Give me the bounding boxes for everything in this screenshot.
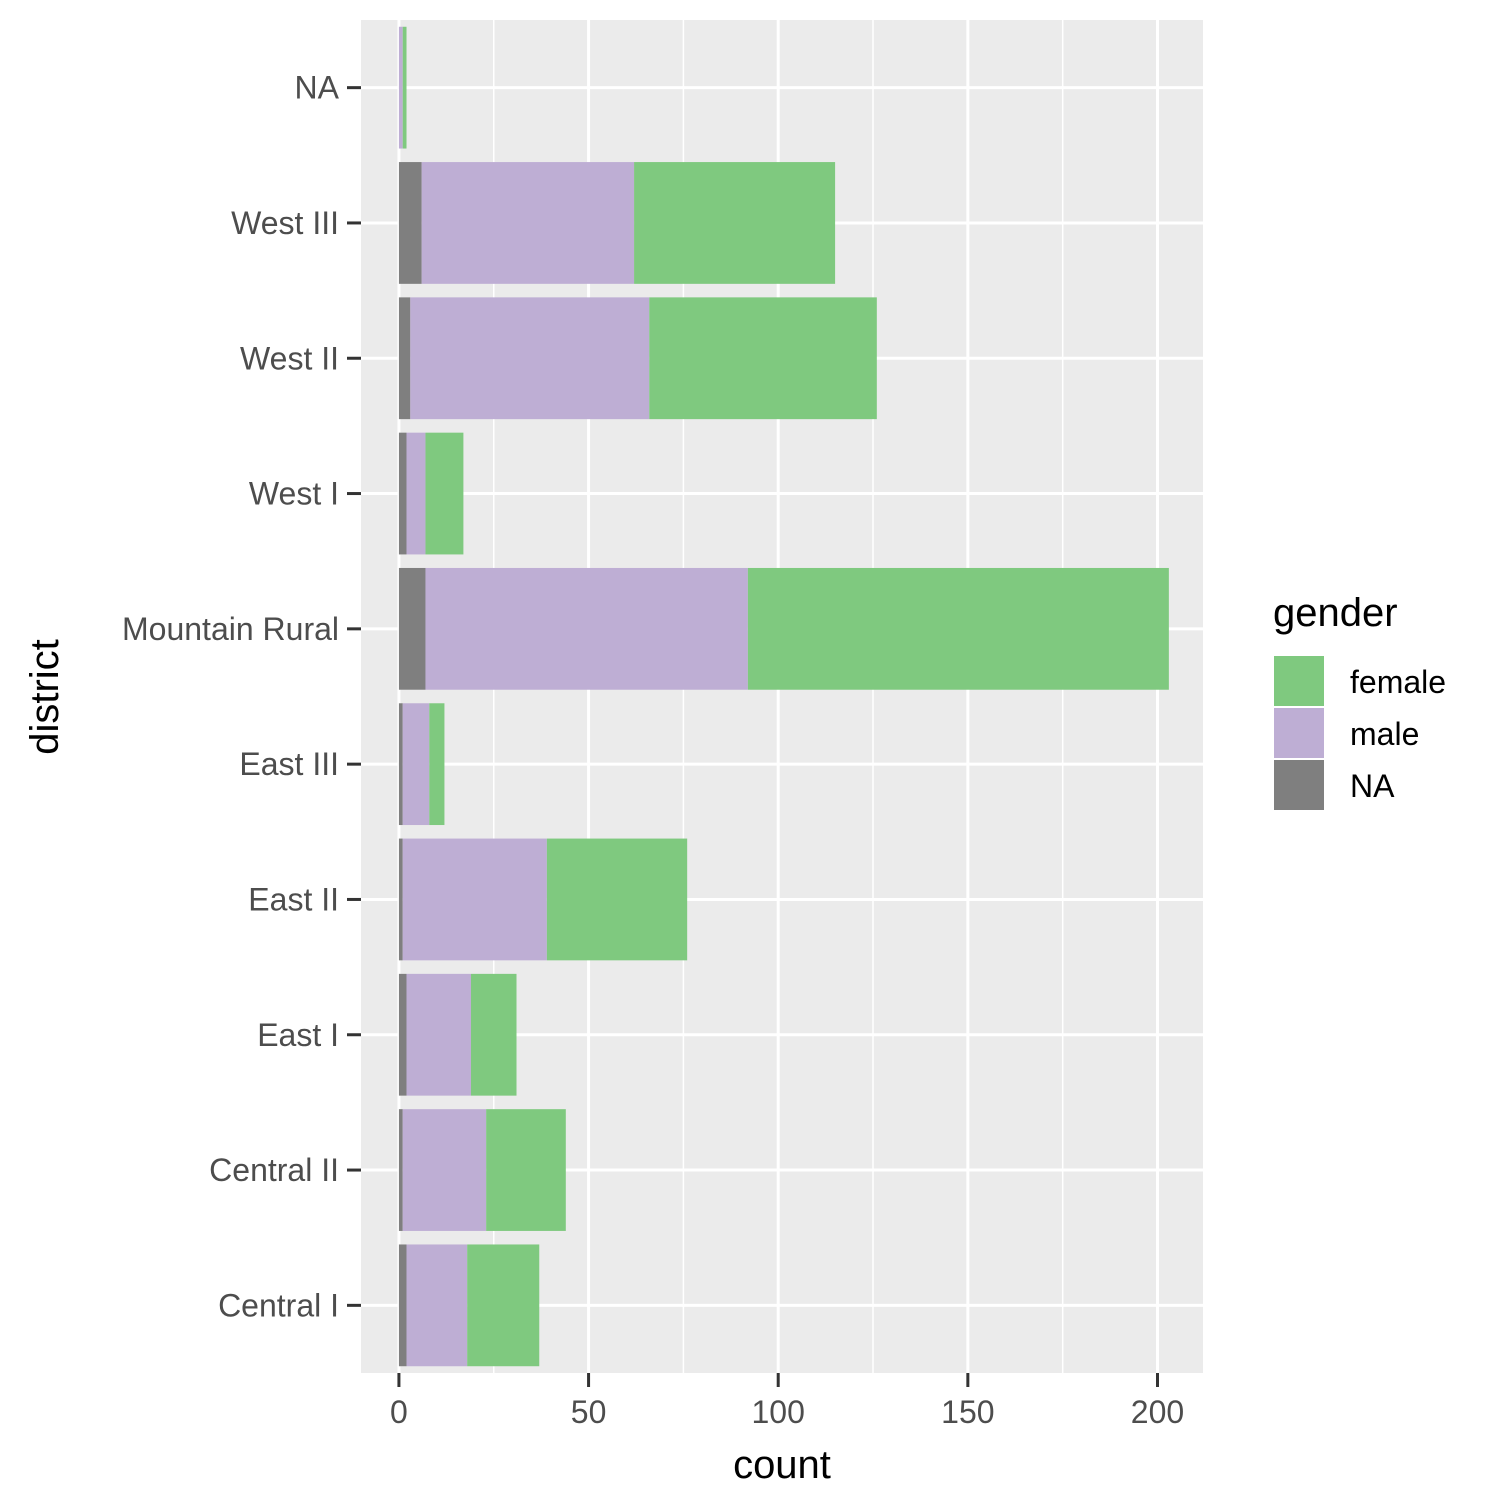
bar-segment xyxy=(470,973,517,1096)
legend-key xyxy=(1274,656,1324,706)
x-tick-label: 50 xyxy=(571,1394,607,1430)
y-tick-label: Central II xyxy=(209,1152,339,1188)
bar-segment xyxy=(398,162,422,284)
y-tick-label: West III xyxy=(231,205,339,241)
bar-segment xyxy=(747,567,1169,690)
bar-segment xyxy=(634,162,836,284)
x-tick-label: 100 xyxy=(752,1394,805,1430)
bar-segment xyxy=(425,432,464,555)
y-tick-label: West II xyxy=(240,340,339,376)
y-axis-title: district xyxy=(23,639,67,755)
bar-segment xyxy=(467,1244,540,1367)
legend: gender female male NA xyxy=(1273,591,1446,810)
bar-segment xyxy=(398,432,407,555)
x-tick-label: 0 xyxy=(390,1394,408,1430)
bar-segment xyxy=(406,973,471,1096)
legend-label: male xyxy=(1350,716,1419,752)
bar-segment xyxy=(406,1244,468,1367)
bar-segment xyxy=(402,703,430,826)
bar-segment xyxy=(425,567,748,690)
bar-segment xyxy=(398,703,403,826)
y-tick-label: East I xyxy=(257,1017,339,1053)
y-tick-label: Central I xyxy=(218,1287,339,1323)
legend-label: female xyxy=(1350,664,1446,700)
bar-segment xyxy=(406,432,426,555)
x-axis-title: count xyxy=(733,1443,831,1487)
legend-label: NA xyxy=(1350,768,1395,804)
y-tick-label: East II xyxy=(248,881,339,917)
bar-segment xyxy=(398,1244,407,1367)
y-tick-label: NA xyxy=(295,70,340,106)
legend-title: gender xyxy=(1273,591,1398,635)
bar-segment xyxy=(402,1109,487,1231)
bar-segment xyxy=(402,838,547,961)
x-tick-label: 150 xyxy=(941,1394,994,1430)
bar-segment xyxy=(398,26,403,149)
bar-segment xyxy=(410,297,650,420)
legend-key xyxy=(1274,760,1324,810)
bar-segment xyxy=(429,703,445,826)
bar-segment xyxy=(398,838,403,961)
bar-segment xyxy=(398,297,411,420)
x-axis: 0 50 100 150 200 xyxy=(390,1373,1184,1430)
bar-segment xyxy=(398,1109,403,1231)
bar-segment xyxy=(402,26,407,149)
bar-segment xyxy=(398,973,407,1096)
y-tick-label: East III xyxy=(239,746,339,782)
y-tick-label: Mountain Rural xyxy=(122,611,339,647)
bar-segment xyxy=(546,838,688,961)
legend-key xyxy=(1274,708,1324,758)
bar-segment xyxy=(486,1109,566,1231)
bars xyxy=(398,26,1169,1367)
bar-segment xyxy=(421,162,635,284)
y-tick-label: West I xyxy=(249,476,339,512)
bar-segment xyxy=(649,297,877,420)
x-tick-label: 200 xyxy=(1131,1394,1184,1430)
bar-segment xyxy=(398,567,426,690)
y-axis: Central I Central II East I East II East III… xyxy=(122,70,361,1323)
